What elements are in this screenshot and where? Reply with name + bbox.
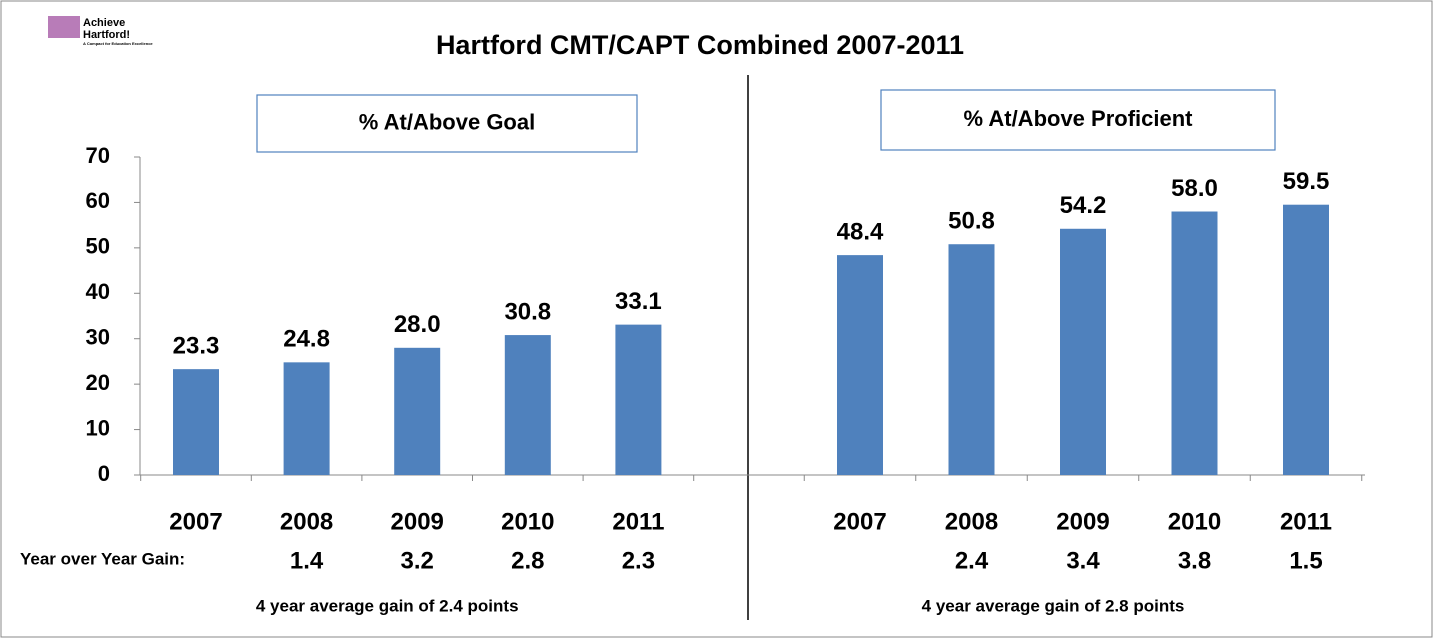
gain: 1.5 xyxy=(1289,547,1322,574)
logo-icon xyxy=(48,16,80,38)
chart-title: Hartford CMT/CAPT Combined 2007-2011 xyxy=(436,30,964,60)
y-tick-label: 30 xyxy=(86,325,110,350)
gain: 2.4 xyxy=(955,547,989,574)
gain-label: Year over Year Gain: xyxy=(20,549,185,568)
value-label: 54.2 xyxy=(1060,192,1107,219)
value-label: 58.0 xyxy=(1171,175,1218,202)
footnote: 4 year average gain of 2.4 points xyxy=(256,596,519,615)
value-label: 48.4 xyxy=(837,218,884,245)
subtitle-box xyxy=(880,89,1276,151)
subtitle-box xyxy=(256,94,638,153)
y-tick-label: 70 xyxy=(86,143,110,168)
bar xyxy=(948,244,995,475)
bar xyxy=(283,362,330,475)
bar xyxy=(394,347,441,475)
value-label: 23.3 xyxy=(173,332,220,359)
y-tick-label: 60 xyxy=(86,188,110,213)
x-tick-label: 2009 xyxy=(1056,508,1109,535)
bar xyxy=(1283,204,1329,475)
x-tick-label: 2010 xyxy=(1168,508,1221,535)
y-tick-label: 10 xyxy=(86,415,110,440)
bar xyxy=(615,324,662,475)
x-tick-label: 2009 xyxy=(391,508,444,535)
bar xyxy=(837,255,883,475)
subtitle: % At/Above Goal xyxy=(359,109,535,134)
bar xyxy=(173,369,219,475)
y-tick-label: 20 xyxy=(86,370,110,395)
logo-text: Achieve xyxy=(83,17,125,29)
footnote: 4 year average gain of 2.8 points xyxy=(922,596,1185,615)
subtitle: % At/Above Proficient xyxy=(964,106,1194,131)
gain: 1.4 xyxy=(290,547,324,574)
logo-tagline: A Compact for Education Excellence xyxy=(83,41,153,46)
gain: 3.4 xyxy=(1066,547,1100,574)
x-tick-label: 2007 xyxy=(833,508,886,535)
gain: 3.2 xyxy=(401,547,434,574)
gain: 2.3 xyxy=(622,547,655,574)
x-tick-label: 2007 xyxy=(169,508,222,535)
bar xyxy=(1060,228,1106,475)
value-label: 24.8 xyxy=(283,326,330,353)
y-tick-label: 0 xyxy=(98,461,110,486)
gain: 2.8 xyxy=(511,547,544,574)
bar xyxy=(1171,211,1218,475)
value-label: 33.1 xyxy=(615,288,662,315)
logo-text: Hartford! xyxy=(83,29,130,41)
bar xyxy=(504,335,551,475)
value-label: 59.5 xyxy=(1283,168,1330,195)
x-tick-label: 2008 xyxy=(945,508,998,535)
value-label: 30.8 xyxy=(504,298,551,325)
y-tick-label: 40 xyxy=(86,279,110,304)
x-tick-label: 2010 xyxy=(501,508,554,535)
value-label: 28.0 xyxy=(394,311,441,338)
x-tick-label: 2011 xyxy=(1280,508,1332,535)
gain: 3.8 xyxy=(1178,547,1211,574)
value-label: 50.8 xyxy=(948,208,995,235)
x-tick-label: 2011 xyxy=(612,508,664,535)
y-tick-label: 50 xyxy=(86,234,110,259)
x-tick-label: 2008 xyxy=(280,508,333,535)
